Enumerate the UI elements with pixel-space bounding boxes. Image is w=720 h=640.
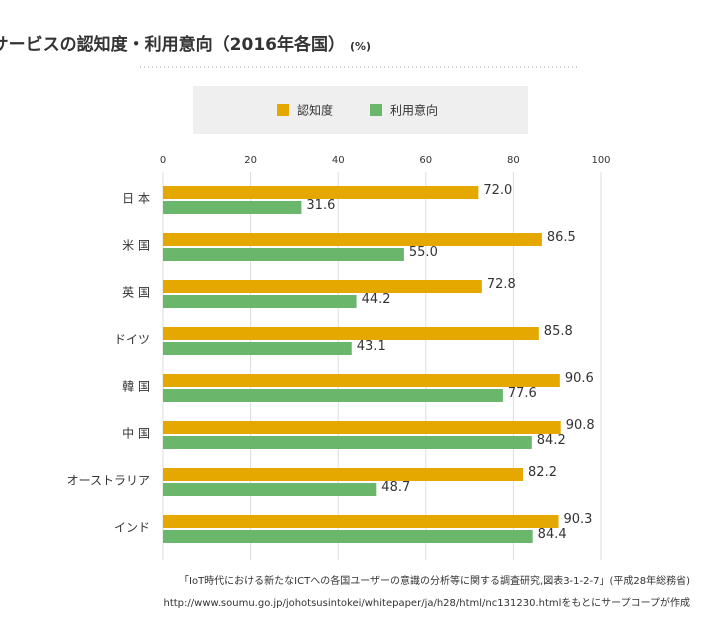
x-tick-label: 80: [507, 155, 520, 166]
value-label: 55.0: [409, 245, 438, 260]
value-label: 85.8: [544, 324, 573, 339]
bar: [163, 327, 539, 340]
y-tick-label: オーストラリア: [67, 474, 150, 488]
chart-title: 民泊サービスの認知度・利用意向（2016年各国）: [0, 34, 345, 55]
value-label: 43.1: [357, 339, 386, 354]
x-tick-label: 20: [244, 155, 257, 166]
value-label: 82.2: [528, 465, 557, 480]
value-label: 90.3: [564, 512, 593, 527]
value-label: 84.2: [537, 433, 566, 448]
bar: [163, 389, 503, 402]
bar: [163, 295, 357, 308]
bar: [163, 530, 533, 543]
value-label: 48.7: [381, 480, 410, 495]
y-tick-label: 中 国: [122, 426, 150, 441]
source-line: http://www.soumu.go.jp/johotsusintokei/w…: [164, 596, 691, 609]
bar: [163, 436, 532, 449]
bar: [163, 248, 404, 261]
y-tick-label: ドイツ: [114, 333, 150, 347]
y-tick-label: 英 国: [122, 286, 150, 300]
bar: [163, 515, 559, 528]
value-label: 86.5: [547, 230, 576, 245]
bar: [163, 280, 482, 293]
value-label: 90.8: [566, 418, 595, 433]
bar: [163, 186, 479, 199]
unit-label: (%): [350, 40, 371, 53]
value-label: 77.6: [508, 386, 537, 401]
legend-swatch: [370, 104, 382, 116]
y-tick-label: 韓 国: [122, 380, 150, 394]
x-tick-label: 100: [591, 155, 610, 166]
bar: [163, 233, 542, 246]
value-label: 90.6: [565, 371, 594, 386]
value-label: 31.6: [306, 198, 335, 213]
y-tick-label: 日 本: [122, 192, 150, 206]
value-label: 44.2: [362, 292, 391, 307]
legend-label: 利用意向: [390, 103, 438, 118]
bar: [163, 201, 302, 214]
legend-box: [193, 86, 528, 134]
bar: [163, 374, 560, 387]
bar: [163, 421, 561, 434]
value-label: 72.0: [483, 183, 512, 198]
legend-label: 認知度: [297, 103, 333, 118]
source-line: 「IoT時代における新たなICTへの各国ユーザーの意識の分析等に関する調査研究,…: [179, 574, 690, 587]
x-tick-label: 60: [419, 155, 432, 166]
legend-swatch: [277, 104, 289, 116]
value-label: 72.8: [487, 277, 516, 292]
x-tick-label: 40: [332, 155, 345, 166]
bar: [163, 468, 524, 481]
y-tick-label: 米 国: [122, 239, 150, 253]
bar: [163, 342, 352, 355]
bar: [163, 483, 377, 496]
value-label: 84.4: [538, 527, 567, 542]
y-tick-label: インド: [114, 521, 150, 535]
x-tick-label: 0: [160, 155, 166, 166]
